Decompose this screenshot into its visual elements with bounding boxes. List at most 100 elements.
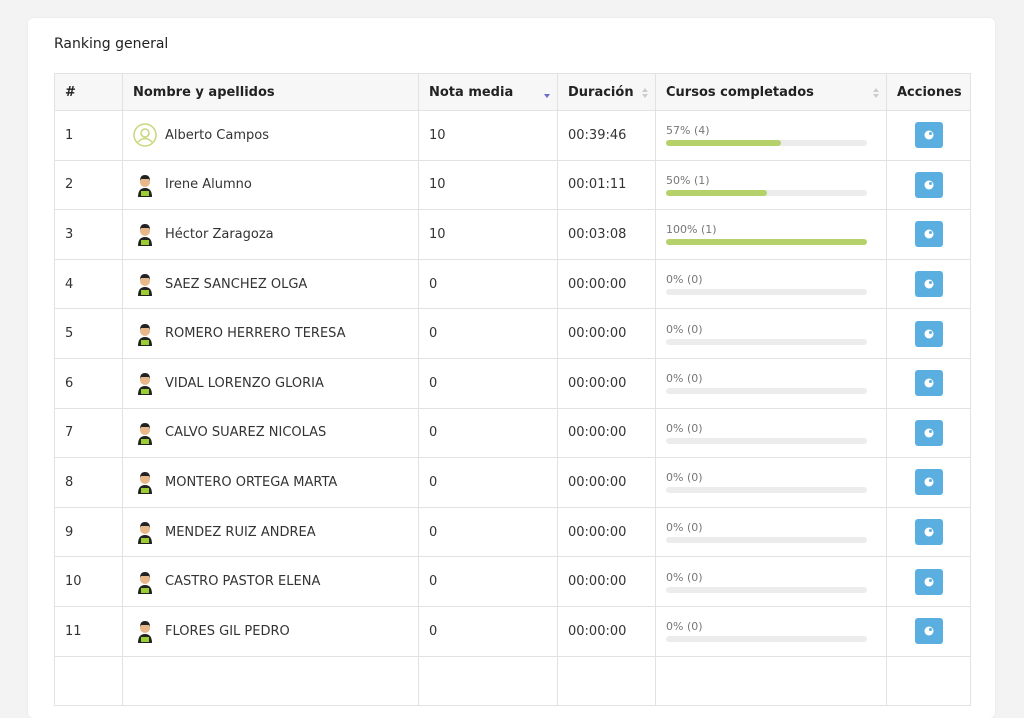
- avatar: [138, 224, 152, 247]
- progress-fill: [666, 239, 867, 246]
- grade-cell: 10: [418, 110, 558, 161]
- name-cell: VIDAL LORENZO GLORIA: [122, 357, 419, 409]
- action-button[interactable]: [914, 171, 943, 198]
- actions-cell: [886, 506, 971, 558]
- name-cell: SAEZ SANCHEZ OLGA: [122, 258, 419, 310]
- progress-cell: 0% (0): [655, 506, 887, 558]
- column-header[interactable]: Nota media: [418, 73, 558, 111]
- grade-cell: 0: [418, 407, 558, 459]
- action-button[interactable]: [914, 419, 943, 446]
- action-icon: [924, 477, 933, 487]
- progress-track: [666, 289, 867, 296]
- grade-cell: 0: [418, 556, 558, 607]
- avatar: [138, 472, 152, 495]
- header-row: # Nombre y apellidos Nota media Duración Cur…: [54, 73, 971, 111]
- action-button[interactable]: [914, 519, 943, 546]
- student-name: ROMERO HERRERO TERESA: [165, 326, 346, 342]
- progress-track: [666, 388, 867, 395]
- rank-cell: 3: [54, 209, 123, 260]
- name-cell: MENDEZ RUIZ ANDREA: [122, 506, 419, 558]
- progress-cell: 0% (0): [655, 357, 887, 409]
- column-label: Acciones: [897, 84, 962, 100]
- student-name: FLORES GIL PEDRO: [165, 623, 290, 639]
- student-name: MENDEZ RUIZ ANDREA: [165, 524, 316, 540]
- action-icon: [924, 279, 933, 289]
- grade-cell: 0: [418, 605, 558, 657]
- grade-cell: 0: [418, 357, 558, 409]
- action-button[interactable]: [914, 221, 943, 248]
- avatar: [133, 123, 157, 148]
- grade-cell: 0: [418, 308, 558, 359]
- sort-icon[interactable]: [543, 87, 551, 99]
- duration-cell: 00:00:00: [557, 605, 656, 657]
- avatar: [138, 621, 152, 644]
- grade-cell: 10: [418, 159, 558, 211]
- student-name: VIDAL LORENZO GLORIA: [165, 375, 324, 391]
- table-row: 3 Héctor Zaragoza 10 00:03:08 100% (1): [54, 209, 971, 260]
- column-header: Nombre y apellidos: [122, 73, 419, 111]
- table-row: 9 MENDEZ RUIZ ANDREA 0 00:00:00 0% (0): [54, 506, 971, 558]
- action-button[interactable]: [914, 370, 943, 397]
- empty-cell: [418, 655, 558, 707]
- progress-label: 0% (0): [666, 421, 703, 435]
- actions-cell: [886, 556, 971, 607]
- column-header[interactable]: Cursos completados: [655, 73, 887, 111]
- rank-cell: 5: [54, 308, 123, 359]
- action-button[interactable]: [914, 320, 943, 347]
- sort-icon[interactable]: [872, 87, 880, 99]
- progress-track: [666, 636, 867, 643]
- grade-cell: 0: [418, 506, 558, 558]
- name-wrap: Alberto Campos: [133, 123, 408, 148]
- progress-cell: 100% (1): [655, 209, 887, 260]
- sort-icon[interactable]: [641, 87, 649, 99]
- column-header[interactable]: Duración: [557, 73, 656, 111]
- actions-cell: [886, 407, 971, 459]
- duration-cell: 00:00:00: [557, 457, 656, 508]
- student-name: SAEZ SANCHEZ OLGA: [165, 276, 308, 292]
- progress-track: [666, 189, 867, 196]
- name-wrap: MONTERO ORTEGA MARTA: [133, 469, 408, 495]
- progress-label: 0% (0): [666, 471, 703, 485]
- name-wrap: CALVO SUAREZ NICOLAS: [133, 420, 408, 446]
- actions-cell: [886, 357, 971, 409]
- name-cell: CALVO SUAREZ NICOLAS: [122, 407, 419, 459]
- progress-label: 0% (0): [666, 372, 703, 386]
- progress-cell: 0% (0): [655, 407, 887, 459]
- name-wrap: VIDAL LORENZO GLORIA: [133, 370, 408, 396]
- action-icon: [924, 329, 933, 339]
- actions-cell: [886, 308, 971, 359]
- avatar: [138, 571, 152, 594]
- student-name: MONTERO ORTEGA MARTA: [165, 474, 338, 490]
- action-icon: [924, 378, 933, 388]
- name-cell: ROMERO HERRERO TERESA: [122, 308, 419, 359]
- action-button[interactable]: [914, 122, 943, 149]
- column-label: Nota media: [429, 84, 514, 100]
- avatar: [138, 373, 152, 396]
- progress-label: 50% (1): [666, 173, 710, 187]
- grade-cell: 0: [418, 258, 558, 310]
- avatar: [138, 522, 152, 545]
- avatar: [138, 174, 152, 197]
- avatar: [138, 422, 152, 445]
- column-label: Duración: [568, 84, 634, 100]
- action-button[interactable]: [914, 271, 943, 298]
- action-button[interactable]: [914, 469, 943, 496]
- progress-track: [666, 338, 867, 345]
- name-cell: Alberto Campos: [122, 110, 419, 161]
- rank-cell: 10: [54, 556, 123, 607]
- action-icon: [924, 180, 933, 190]
- action-button[interactable]: [914, 568, 943, 595]
- action-button[interactable]: [914, 618, 943, 645]
- table-row: 7 CALVO SUAREZ NICOLAS 0 00:00:00 0% (0): [54, 407, 971, 459]
- progress-fill: [666, 140, 781, 147]
- empty-cell: [886, 655, 971, 707]
- table-row: 11 FLORES GIL PEDRO 0 00:00:00 0% (0): [54, 605, 971, 657]
- actions-cell: [886, 209, 971, 260]
- name-cell: Héctor Zaragoza: [122, 209, 419, 260]
- duration-cell: 00:03:08: [557, 209, 656, 260]
- name-wrap: ROMERO HERRERO TERESA: [133, 321, 408, 347]
- progress-track: [666, 140, 867, 147]
- action-icon: [924, 130, 933, 140]
- duration-cell: 00:00:00: [557, 308, 656, 359]
- table-row: 10 CASTRO PASTOR ELENA 0 00:00:00 0% (0): [54, 556, 971, 607]
